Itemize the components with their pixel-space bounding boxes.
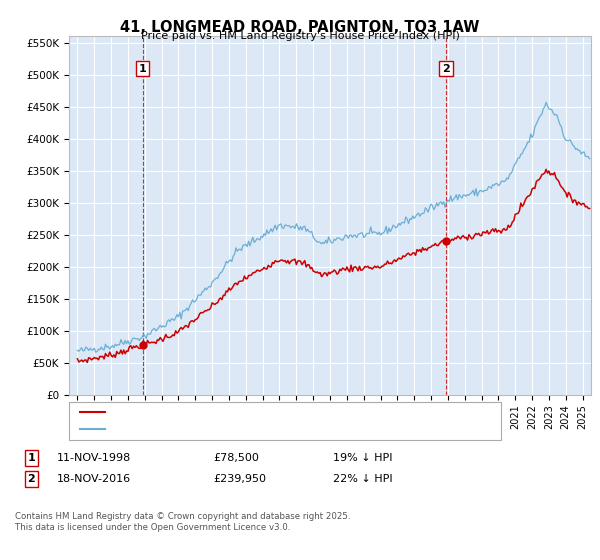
Text: 18-NOV-2016: 18-NOV-2016 <box>57 474 131 484</box>
Text: Price paid vs. HM Land Registry's House Price Index (HPI): Price paid vs. HM Land Registry's House … <box>140 31 460 41</box>
Text: 2: 2 <box>442 64 450 74</box>
Text: 41, LONGMEAD ROAD, PAIGNTON, TQ3 1AW (detached house): 41, LONGMEAD ROAD, PAIGNTON, TQ3 1AW (de… <box>111 407 434 417</box>
Text: £239,950: £239,950 <box>213 474 266 484</box>
Text: HPI: Average price, detached house, Torbay: HPI: Average price, detached house, Torb… <box>111 424 338 434</box>
Text: Contains HM Land Registry data © Crown copyright and database right 2025.
This d: Contains HM Land Registry data © Crown c… <box>15 512 350 532</box>
Text: 19% ↓ HPI: 19% ↓ HPI <box>333 453 392 463</box>
Text: 41, LONGMEAD ROAD, PAIGNTON, TQ3 1AW: 41, LONGMEAD ROAD, PAIGNTON, TQ3 1AW <box>121 20 479 35</box>
Text: 22% ↓ HPI: 22% ↓ HPI <box>333 474 392 484</box>
Text: 11-NOV-1998: 11-NOV-1998 <box>57 453 131 463</box>
Text: 2: 2 <box>28 474 35 484</box>
Text: 1: 1 <box>139 64 146 74</box>
Text: £78,500: £78,500 <box>213 453 259 463</box>
Text: 1: 1 <box>28 453 35 463</box>
